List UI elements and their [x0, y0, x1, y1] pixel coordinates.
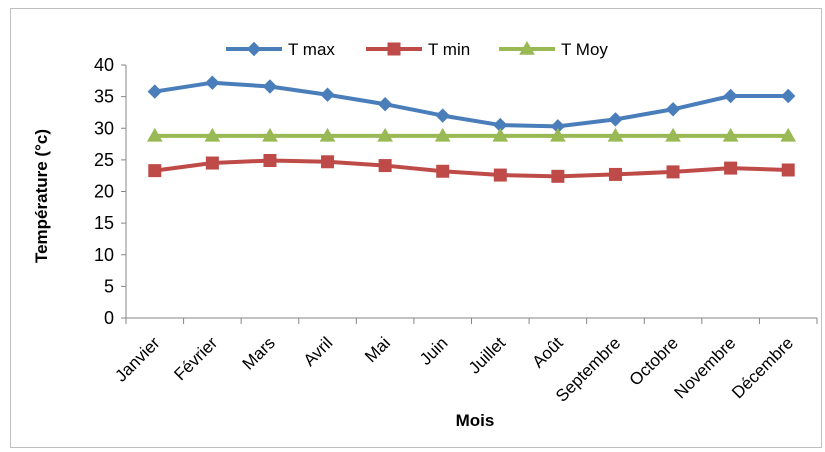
y-tick-label: 0 [104, 308, 114, 328]
x-tick-label: Juillet [465, 333, 509, 377]
data-point-t-max [320, 87, 335, 102]
data-point-t-max [781, 88, 796, 104]
data-point-t-moy [492, 127, 509, 142]
y-tick-label: 5 [104, 276, 114, 296]
data-point-t-moy [665, 127, 681, 142]
series-layer [146, 75, 797, 183]
data-point-t-min [321, 155, 335, 169]
series-line-t-max [152, 80, 791, 129]
series-t-min [148, 154, 795, 183]
data-point-t-max [205, 75, 220, 90]
legend-label: T Moy [561, 40, 608, 59]
data-point-t-moy [780, 127, 797, 142]
data-point-t-min [148, 164, 162, 178]
data-point-t-moy [262, 127, 278, 142]
data-point-t-moy [550, 127, 566, 142]
y-axis: 0 5 10 15 20 25 30 35 40 [94, 55, 127, 328]
data-point-t-min [724, 161, 738, 175]
data-point-t-moy [434, 127, 451, 142]
legend-label: T max [288, 40, 335, 59]
data-point-t-max [608, 112, 623, 127]
x-tick-label: Octobre [626, 333, 682, 389]
x-axis: Janvier Février Mars Avril Mai Juin Juillet Aoû… [111, 317, 818, 406]
x-tick-label: Décembre [728, 333, 797, 402]
data-point-t-moy [204, 127, 221, 142]
data-point-t-max [377, 97, 393, 112]
legend-swatch-marker [387, 42, 401, 56]
series-t-max [147, 75, 796, 134]
y-tick-label: 30 [94, 118, 114, 138]
x-tick-label: Janvier [111, 333, 163, 385]
data-point-t-min [493, 168, 507, 182]
legend-item-t-min: T min [366, 40, 470, 59]
x-tick-label: Novembre [671, 333, 740, 402]
data-point-t-min [263, 154, 277, 168]
data-point-t-max [665, 102, 681, 117]
line-chart: T max T min T Moy 0 5 10 15 20 25 30 35 40 Janvier… [32, 40, 818, 430]
data-point-t-moy [319, 127, 336, 142]
x-tick-label: Avril [300, 333, 337, 370]
series-line-t-min [152, 158, 791, 179]
data-point-t-max [723, 88, 738, 104]
data-point-t-moy [607, 127, 624, 142]
y-tick-label: 40 [94, 55, 114, 75]
legend-swatch-marker [519, 40, 535, 55]
x-tick-label: Février [170, 333, 221, 384]
data-point-t-min [378, 159, 392, 173]
y-tick-label: 25 [94, 150, 114, 170]
data-point-t-max [147, 84, 162, 99]
data-point-t-min [205, 156, 219, 170]
data-point-t-min [666, 165, 680, 179]
data-point-t-min [608, 167, 622, 181]
data-point-t-moy [722, 127, 739, 142]
legend-item-t-moy: T Moy [499, 40, 608, 59]
data-point-t-min [551, 169, 565, 183]
y-tick-label: 35 [94, 87, 114, 107]
x-tick-label: Mai [361, 333, 394, 366]
chart-frame: T max T min T Moy 0 5 10 15 20 25 30 35 40 Janvier… [10, 8, 822, 448]
x-tick-label: Août [529, 333, 567, 371]
data-point-t-max [435, 108, 450, 123]
data-point-t-min [436, 164, 450, 178]
data-point-t-max [262, 79, 278, 94]
y-tick-label: 10 [94, 245, 114, 265]
x-axis-title: Mois [456, 411, 495, 430]
x-tick-label: Juin [416, 333, 451, 368]
legend: T max T min T Moy [226, 40, 608, 59]
data-point-t-moy [377, 127, 393, 142]
x-tick-label: Mars [239, 333, 279, 373]
legend-item-t-max: T max [226, 40, 335, 59]
data-point-t-min [781, 163, 795, 177]
y-axis-title: Température (°c) [32, 129, 51, 263]
legend-swatch-marker [246, 41, 262, 57]
data-point-t-moy [146, 127, 163, 142]
y-tick-label: 15 [94, 213, 114, 233]
legend-label: T min [428, 40, 470, 59]
y-tick-label: 20 [94, 182, 114, 202]
series-t-moy [146, 127, 797, 142]
